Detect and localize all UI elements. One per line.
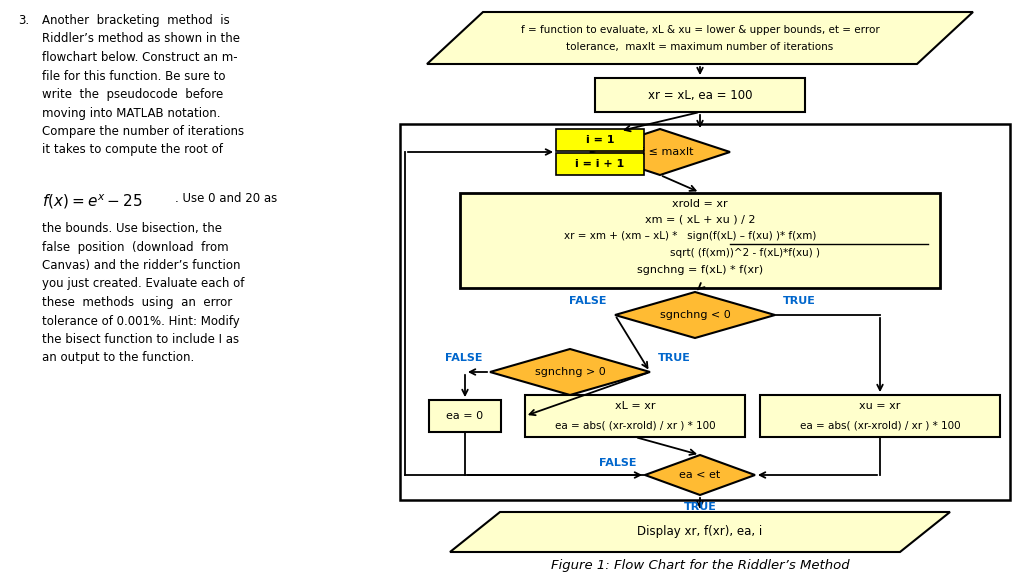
Text: f = function to evaluate, xL & xu = lower & upper bounds, et = error: f = function to evaluate, xL & xu = lowe… [520, 25, 880, 35]
FancyBboxPatch shape [595, 78, 805, 112]
Text: sgnchng = f(xL) * f(xr): sgnchng = f(xL) * f(xr) [637, 265, 763, 275]
Text: xr = xL, ea = 100: xr = xL, ea = 100 [648, 89, 753, 101]
Text: ea = abs( (xr-xrold) / xr ) * 100: ea = abs( (xr-xrold) / xr ) * 100 [555, 421, 716, 431]
Text: sgnchng > 0: sgnchng > 0 [535, 367, 605, 377]
Polygon shape [490, 349, 650, 395]
FancyBboxPatch shape [460, 193, 940, 288]
Text: TRUE: TRUE [783, 296, 816, 306]
Polygon shape [427, 12, 973, 64]
Text: TRUE: TRUE [658, 353, 691, 363]
Text: ea < et: ea < et [679, 470, 721, 480]
Text: i = 1: i = 1 [586, 135, 614, 145]
FancyBboxPatch shape [760, 395, 1000, 437]
FancyBboxPatch shape [556, 153, 644, 175]
Text: i ≤ maxIt: i ≤ maxIt [642, 147, 693, 157]
Text: FALSE: FALSE [599, 458, 637, 468]
FancyBboxPatch shape [556, 129, 644, 151]
Text: the bounds. Use bisection, the
false  position  (download  from
Canvas) and the : the bounds. Use bisection, the false pos… [42, 222, 245, 364]
FancyBboxPatch shape [525, 395, 745, 437]
Text: xL = xr: xL = xr [614, 401, 655, 411]
Text: tolerance,  maxIt = maximum number of iterations: tolerance, maxIt = maximum number of ite… [566, 42, 834, 52]
Text: . Use 0 and 20 as: . Use 0 and 20 as [175, 192, 278, 205]
Text: Figure 1: Flow Chart for the Riddler’s Method: Figure 1: Flow Chart for the Riddler’s M… [551, 560, 849, 572]
Text: ea = 0: ea = 0 [446, 411, 483, 421]
Polygon shape [615, 292, 775, 338]
Text: FALSE: FALSE [444, 353, 482, 363]
Text: sgnchng < 0: sgnchng < 0 [659, 310, 730, 320]
Text: FALSE: FALSE [569, 296, 607, 306]
Text: i = i + 1: i = i + 1 [575, 159, 625, 169]
FancyBboxPatch shape [429, 400, 501, 432]
Text: 3.: 3. [18, 14, 29, 27]
Text: ea = abs( (xr-xrold) / xr ) * 100: ea = abs( (xr-xrold) / xr ) * 100 [800, 421, 961, 431]
Text: TRUE: TRUE [684, 502, 717, 512]
Text: Display xr, f(xr), ea, i: Display xr, f(xr), ea, i [637, 525, 763, 538]
Text: xr = xm + (xm – xL) *   sign(f(xL) – f(xu) )* f(xm): xr = xm + (xm – xL) * sign(f(xL) – f(xu)… [564, 231, 816, 241]
Text: xu = xr: xu = xr [859, 401, 901, 411]
Text: xm = ( xL + xu ) / 2: xm = ( xL + xu ) / 2 [645, 215, 756, 225]
Text: sqrt( (f(xm))^2 - f(xL)*f(xu) ): sqrt( (f(xm))^2 - f(xL)*f(xu) ) [670, 248, 820, 258]
Text: Another  bracketing  method  is
Riddler’s method as shown in the
flowchart below: Another bracketing method is Riddler’s m… [42, 14, 244, 157]
Polygon shape [645, 455, 755, 495]
Polygon shape [450, 512, 950, 552]
Text: xrold = xr: xrold = xr [672, 199, 728, 209]
Polygon shape [590, 129, 730, 175]
Text: $f(x) = e^x - 25$: $f(x) = e^x - 25$ [42, 192, 142, 211]
